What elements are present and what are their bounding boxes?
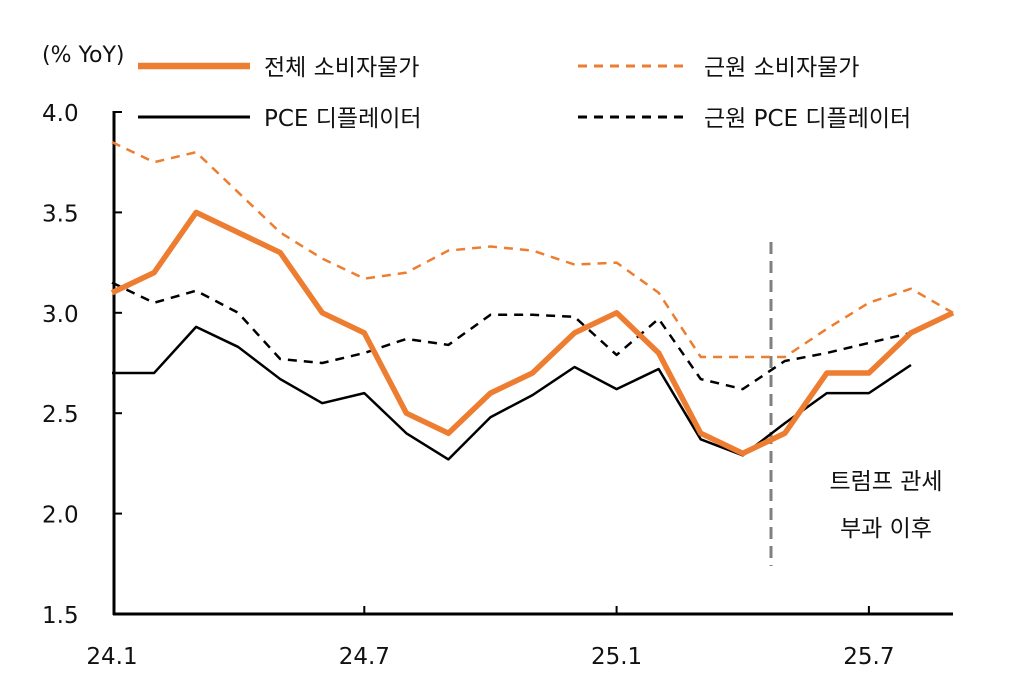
annotation-line-1: 트럼프 관세 [829, 469, 942, 495]
x-tick-label: 25.1 [591, 644, 642, 670]
y-tick-label: 2.0 [42, 503, 79, 529]
y-tick-label: 1.5 [42, 603, 79, 629]
annotation-line-2: 부과 이후 [840, 516, 932, 542]
y-tick-label: 3.5 [42, 201, 79, 227]
series-line-1 [112, 142, 953, 357]
series-line-0 [112, 212, 953, 453]
y-tick-label: 3.0 [42, 302, 79, 328]
legend-label: 근원 소비자물가 [704, 55, 859, 81]
series-line-3 [112, 283, 911, 389]
legend-label: 전체 소비자물가 [264, 55, 419, 81]
y-tick-label: 4.0 [42, 101, 79, 127]
x-tick-label: 24.7 [339, 644, 390, 670]
x-tick-label: 25.7 [843, 644, 894, 670]
unit-label: (% YoY) [42, 43, 124, 68]
y-tick-label: 2.5 [42, 402, 79, 428]
legend-label: PCE 디플레이터 [264, 106, 422, 132]
legend-label: 근원 PCE 디플레이터 [704, 106, 911, 132]
series-line-2 [112, 327, 911, 460]
x-tick-label: 24.1 [86, 644, 137, 670]
